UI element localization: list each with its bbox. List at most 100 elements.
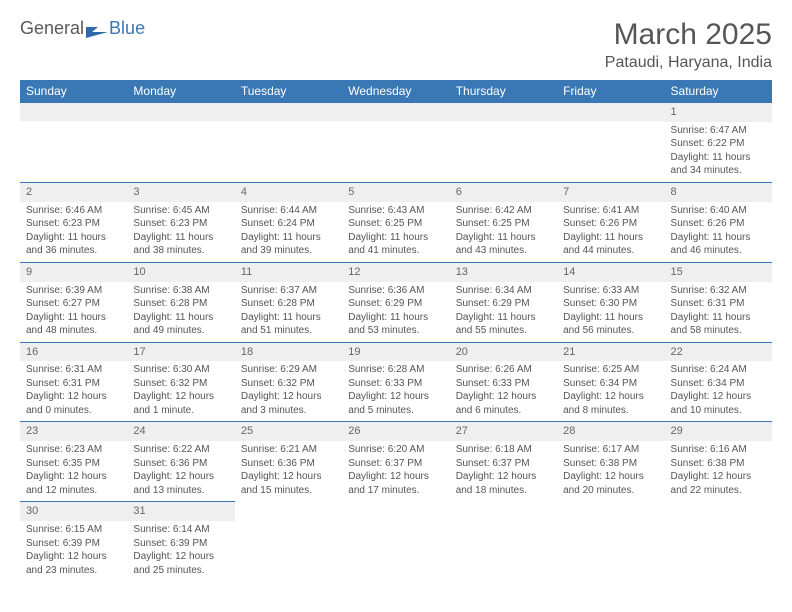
daylight-text: Daylight: 11 hours and 39 minutes. [241,231,336,258]
day-details: Sunrise: 6:47 AMSunset: 6:22 PMDaylight:… [665,122,772,182]
daylight-text: Daylight: 12 hours and 20 minutes. [563,470,658,497]
sunrise-text: Sunrise: 6:44 AM [241,204,336,218]
day-details: Sunrise: 6:20 AMSunset: 6:37 PMDaylight:… [342,441,449,501]
calendar-body: 1Sunrise: 6:47 AMSunset: 6:22 PMDaylight… [20,103,772,582]
sunset-text: Sunset: 6:33 PM [348,377,443,391]
sunset-text: Sunset: 6:34 PM [563,377,658,391]
sunrise-text: Sunrise: 6:33 AM [563,284,658,298]
sunrise-text: Sunrise: 6:45 AM [133,204,228,218]
day-number: 23 [20,422,127,441]
month-title: March 2025 [605,18,772,52]
calendar-week-row: 16Sunrise: 6:31 AMSunset: 6:31 PMDayligh… [20,342,772,422]
calendar-week-row: 1Sunrise: 6:47 AMSunset: 6:22 PMDaylight… [20,103,772,183]
sunrise-text: Sunrise: 6:37 AM [241,284,336,298]
sunrise-text: Sunrise: 6:46 AM [26,204,121,218]
calendar-cell: 2Sunrise: 6:46 AMSunset: 6:23 PMDaylight… [20,182,127,262]
daylight-text: Daylight: 12 hours and 17 minutes. [348,470,443,497]
day-details: Sunrise: 6:46 AMSunset: 6:23 PMDaylight:… [20,202,127,262]
calendar-cell: 8Sunrise: 6:40 AMSunset: 6:26 PMDaylight… [665,182,772,262]
day-details: Sunrise: 6:34 AMSunset: 6:29 PMDaylight:… [450,282,557,342]
day-details: Sunrise: 6:36 AMSunset: 6:29 PMDaylight:… [342,282,449,342]
calendar-cell: 18Sunrise: 6:29 AMSunset: 6:32 PMDayligh… [235,342,342,422]
calendar-cell [235,103,342,183]
daylight-text: Daylight: 12 hours and 6 minutes. [456,390,551,417]
calendar-cell [235,502,342,581]
sunset-text: Sunset: 6:37 PM [348,457,443,471]
day-details: Sunrise: 6:14 AMSunset: 6:39 PMDaylight:… [127,521,234,581]
sunrise-text: Sunrise: 6:42 AM [456,204,551,218]
daylight-text: Daylight: 12 hours and 18 minutes. [456,470,551,497]
sunset-text: Sunset: 6:32 PM [133,377,228,391]
day-details: Sunrise: 6:38 AMSunset: 6:28 PMDaylight:… [127,282,234,342]
day-details: Sunrise: 6:23 AMSunset: 6:35 PMDaylight:… [20,441,127,501]
calendar-cell: 28Sunrise: 6:17 AMSunset: 6:38 PMDayligh… [557,422,664,502]
daylight-text: Daylight: 11 hours and 46 minutes. [671,231,766,258]
sunset-text: Sunset: 6:31 PM [671,297,766,311]
day-details: Sunrise: 6:15 AMSunset: 6:39 PMDaylight:… [20,521,127,581]
calendar-week-row: 23Sunrise: 6:23 AMSunset: 6:35 PMDayligh… [20,422,772,502]
day-number: 31 [127,502,234,521]
day-number: 1 [665,103,772,122]
sunrise-text: Sunrise: 6:39 AM [26,284,121,298]
calendar-cell: 14Sunrise: 6:33 AMSunset: 6:30 PMDayligh… [557,262,664,342]
calendar-cell [342,103,449,183]
sunset-text: Sunset: 6:36 PM [241,457,336,471]
sunrise-text: Sunrise: 6:22 AM [133,443,228,457]
weekday-header: Monday [127,80,234,103]
day-details: Sunrise: 6:24 AMSunset: 6:34 PMDaylight:… [665,361,772,421]
day-details: Sunrise: 6:29 AMSunset: 6:32 PMDaylight:… [235,361,342,421]
day-number: 21 [557,343,664,362]
calendar-cell: 12Sunrise: 6:36 AMSunset: 6:29 PMDayligh… [342,262,449,342]
day-number: 11 [235,263,342,282]
calendar-cell: 19Sunrise: 6:28 AMSunset: 6:33 PMDayligh… [342,342,449,422]
calendar-cell: 17Sunrise: 6:30 AMSunset: 6:32 PMDayligh… [127,342,234,422]
sunset-text: Sunset: 6:25 PM [348,217,443,231]
calendar-cell: 3Sunrise: 6:45 AMSunset: 6:23 PMDaylight… [127,182,234,262]
daylight-text: Daylight: 12 hours and 1 minute. [133,390,228,417]
calendar-cell [665,502,772,581]
sunset-text: Sunset: 6:37 PM [456,457,551,471]
daylight-text: Daylight: 12 hours and 3 minutes. [241,390,336,417]
day-details: Sunrise: 6:30 AMSunset: 6:32 PMDaylight:… [127,361,234,421]
daylight-text: Daylight: 11 hours and 53 minutes. [348,311,443,338]
day-number: 15 [665,263,772,282]
daylight-text: Daylight: 12 hours and 8 minutes. [563,390,658,417]
day-number: 22 [665,343,772,362]
day-number: 25 [235,422,342,441]
weekday-header: Sunday [20,80,127,103]
sunset-text: Sunset: 6:31 PM [26,377,121,391]
sunset-text: Sunset: 6:32 PM [241,377,336,391]
calendar-cell: 20Sunrise: 6:26 AMSunset: 6:33 PMDayligh… [450,342,557,422]
logo-flag-icon [86,22,108,36]
calendar-table: Sunday Monday Tuesday Wednesday Thursday… [20,80,772,581]
sunrise-text: Sunrise: 6:26 AM [456,363,551,377]
day-number: 29 [665,422,772,441]
sunrise-text: Sunrise: 6:16 AM [671,443,766,457]
day-number: 16 [20,343,127,362]
sunset-text: Sunset: 6:30 PM [563,297,658,311]
sunset-text: Sunset: 6:22 PM [671,137,766,151]
weekday-header: Wednesday [342,80,449,103]
daylight-text: Daylight: 11 hours and 41 minutes. [348,231,443,258]
sunset-text: Sunset: 6:28 PM [133,297,228,311]
weekday-header: Tuesday [235,80,342,103]
day-details: Sunrise: 6:37 AMSunset: 6:28 PMDaylight:… [235,282,342,342]
calendar-cell: 1Sunrise: 6:47 AMSunset: 6:22 PMDaylight… [665,103,772,183]
day-details: Sunrise: 6:16 AMSunset: 6:38 PMDaylight:… [665,441,772,501]
daylight-text: Daylight: 11 hours and 36 minutes. [26,231,121,258]
day-details: Sunrise: 6:32 AMSunset: 6:31 PMDaylight:… [665,282,772,342]
sunset-text: Sunset: 6:28 PM [241,297,336,311]
calendar-cell: 31Sunrise: 6:14 AMSunset: 6:39 PMDayligh… [127,502,234,581]
day-details: Sunrise: 6:17 AMSunset: 6:38 PMDaylight:… [557,441,664,501]
sunrise-text: Sunrise: 6:43 AM [348,204,443,218]
day-number: 13 [450,263,557,282]
sunset-text: Sunset: 6:23 PM [133,217,228,231]
sunrise-text: Sunrise: 6:21 AM [241,443,336,457]
sunset-text: Sunset: 6:29 PM [348,297,443,311]
day-details: Sunrise: 6:18 AMSunset: 6:37 PMDaylight:… [450,441,557,501]
daylight-text: Daylight: 12 hours and 22 minutes. [671,470,766,497]
daylight-text: Daylight: 12 hours and 12 minutes. [26,470,121,497]
sunrise-text: Sunrise: 6:47 AM [671,124,766,138]
day-number: 30 [20,502,127,521]
empty-day-header [450,103,557,121]
